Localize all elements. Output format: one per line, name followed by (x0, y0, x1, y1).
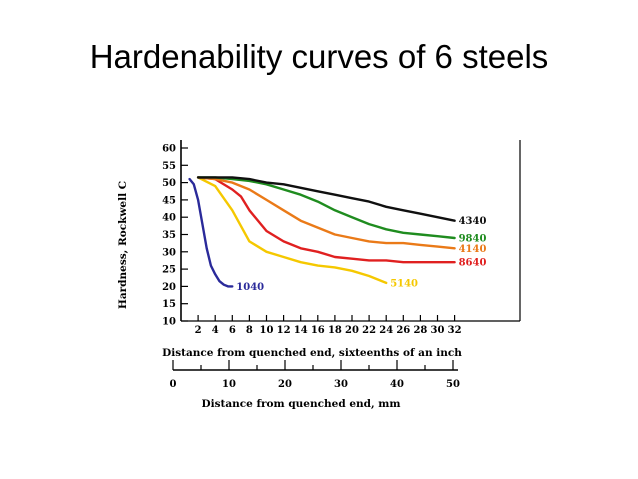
series-label-1040: 1040 (236, 282, 264, 293)
y-tick-label: 30 (162, 247, 176, 258)
series-line-9840 (196, 176, 456, 240)
mm-tick-label: 10 (222, 379, 236, 390)
mm-tick-label: 50 (446, 379, 460, 390)
y-tick-label: 10 (162, 317, 176, 328)
mm-axis-label: Distance from quenched end, mm (201, 398, 400, 410)
y-tick-label: 25 (162, 265, 176, 276)
series-line-1040 (188, 177, 234, 288)
y-axis-label: Hardness, Rockwell C (117, 181, 129, 309)
x-tick-label: 14 (294, 325, 308, 336)
series-line-5140 (196, 176, 388, 285)
x-axis-label: Distance from quenched end, sixteenths o… (162, 347, 462, 359)
series-line-4340 (196, 176, 456, 222)
x-tick-label: 2 (195, 325, 202, 336)
mm-tick-label: 30 (334, 379, 348, 390)
x-tick-label: 10 (260, 325, 274, 336)
series-label-5140: 5140 (390, 278, 418, 289)
mm-ticks: 0 10 20 30 40 50 (170, 360, 460, 390)
mm-tick-label: 0 (170, 379, 177, 390)
y-tick-label: 60 (162, 144, 176, 155)
series-line-4140 (196, 176, 456, 250)
x-tick-label: 18 (328, 325, 342, 336)
series-label-4140: 4140 (459, 244, 487, 255)
x-ticks: 2 4 6 8 10 12 14 16 18 20 22 24 26 28 30 32 (195, 315, 462, 336)
series-label-9840: 9840 (459, 233, 487, 244)
x-tick-label: 20 (345, 325, 359, 336)
y-tick-label: 50 (162, 178, 176, 189)
series-label-8640: 8640 (459, 258, 487, 269)
x-tick-label: 32 (448, 325, 462, 336)
x-tick-label: 8 (246, 325, 253, 336)
x-tick-label: 12 (277, 325, 291, 336)
y-tick-label: 35 (162, 230, 176, 241)
x-tick-label: 26 (396, 325, 410, 336)
y-tick-label: 45 (162, 195, 176, 206)
x-tick-label: 4 (212, 325, 219, 336)
series-label-4340: 4340 (459, 216, 487, 227)
series-line-8640 (196, 176, 456, 264)
x-tick-label: 24 (379, 325, 393, 336)
x-tick-label: 16 (311, 325, 325, 336)
mm-tick-label: 20 (278, 379, 292, 390)
y-tick-label: 55 (162, 161, 176, 172)
y-tick-label: 15 (162, 299, 176, 310)
series-lines (188, 176, 456, 288)
y-ticks: 10 15 20 25 30 35 40 45 50 55 60 (162, 144, 188, 328)
x-tick-label: 22 (362, 325, 376, 336)
slide-title: Hardenability curves of 6 steels (89, 38, 549, 75)
x-tick-label: 28 (413, 325, 427, 336)
y-tick-label: 20 (162, 282, 176, 293)
x-tick-label: 6 (229, 325, 236, 336)
chart-axes (173, 140, 521, 371)
y-tick-label: 40 (162, 213, 176, 224)
mm-tick-label: 40 (390, 379, 404, 390)
x-tick-label: 30 (431, 325, 445, 336)
